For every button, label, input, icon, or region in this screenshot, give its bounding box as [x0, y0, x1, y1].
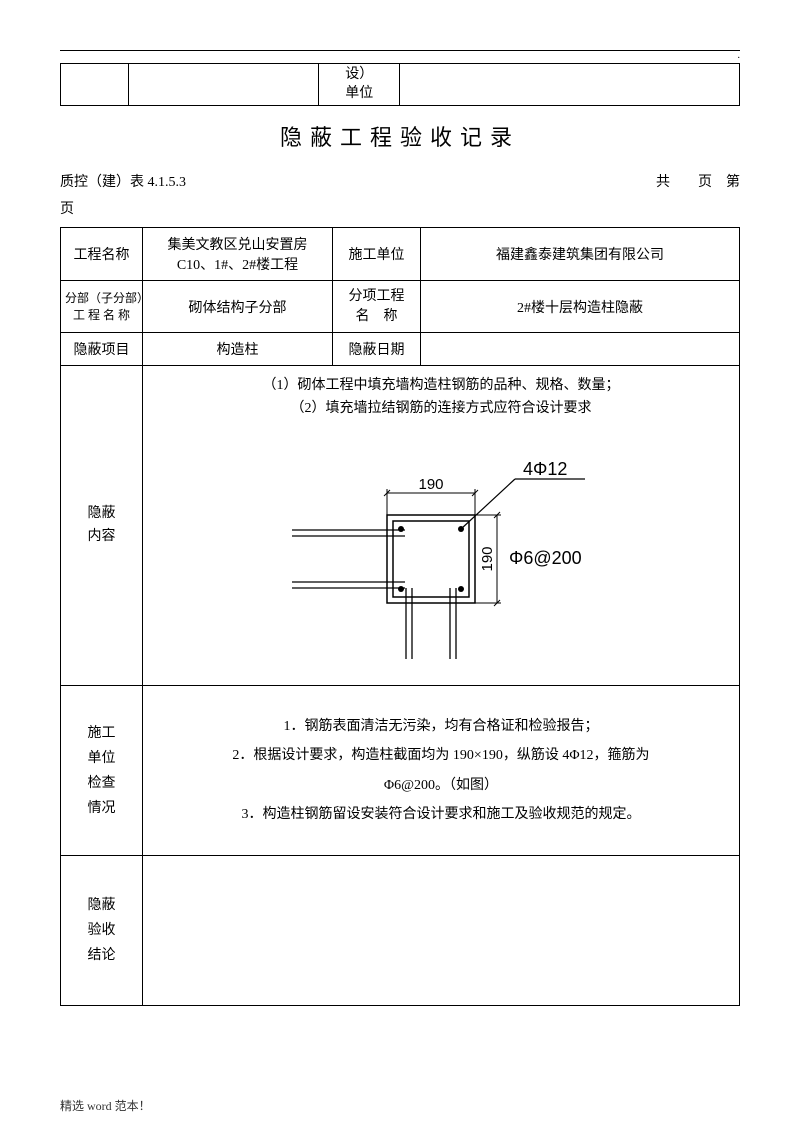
- row-project: 工程名称 集美文教区兑山安置房 C10、1#、2#楼工程 施工单位 福建鑫泰建筑…: [61, 228, 740, 281]
- diagram-wrap: 190 190 4Φ12 Φ6@200: [147, 439, 735, 668]
- label-content: 隐蔽 内容: [61, 366, 143, 686]
- value-subitem: 2#楼十层构造柱隐蔽: [421, 281, 740, 333]
- value-project-name: 集美文教区兑山安置房 C10、1#、2#楼工程: [143, 228, 333, 281]
- value-concealed-date: [421, 333, 740, 366]
- value-division: 砌体结构子分部: [143, 281, 333, 333]
- content-cell: （1）砌体工程中填充墙构造柱钢筋的品种、规格、数量； （2）填充墙拉结钢筋的连接…: [143, 366, 740, 686]
- row-content: 隐蔽 内容 （1）砌体工程中填充墙构造柱钢筋的品种、规格、数量； （2）填充墙拉…: [61, 366, 740, 686]
- label-division: 分部（子分部） 工 程 名 称: [61, 281, 143, 333]
- label-project-name: 工程名称: [61, 228, 143, 281]
- main-table: 工程名称 集美文教区兑山安置房 C10、1#、2#楼工程 施工单位 福建鑫泰建筑…: [60, 227, 740, 1006]
- content-line-1: （1）砌体工程中填充墙构造柱钢筋的品种、规格、数量；: [147, 374, 735, 398]
- svg-text:190: 190: [479, 547, 496, 572]
- sub-info-row: 质控（建）表 4.1.5.3 共 页 第 页: [60, 170, 740, 223]
- value-project-name-l2: C10、1#、2#楼工程: [147, 254, 328, 274]
- content-line-2: （2）填充墙拉结钢筋的连接方式应符合设计要求: [147, 397, 735, 421]
- row-division: 分部（子分部） 工 程 名 称 砌体结构子分部 分项工程 名 称 2#楼十层构造…: [61, 281, 740, 333]
- page-counter-2: 页: [60, 202, 74, 217]
- inspect-l4: 3．构造柱钢筋留设安装符合设计要求和施工及验收规范的规定。: [147, 800, 735, 829]
- header-c3: 设） 单位: [319, 64, 400, 106]
- label-division-l1: 分部（子分部）: [65, 290, 138, 307]
- svg-text:190: 190: [418, 476, 443, 493]
- header-c4: [400, 64, 740, 106]
- inspect-l2: 2．根据设计要求，构造柱截面均为 190×190，纵筋设 4Φ12，箍筋为: [147, 741, 735, 770]
- corner-mark: .: [738, 50, 741, 61]
- label-division-l2: 工 程 名 称: [65, 307, 138, 324]
- value-contractor: 福建鑫泰建筑集团有限公司: [421, 228, 740, 281]
- label-subitem-l2: 名 称: [337, 307, 416, 327]
- header-c1: [61, 64, 129, 106]
- row-concealed: 隐蔽项目 构造柱 隐蔽日期: [61, 333, 740, 366]
- row-inspection: 施工 单位 检查 情况 1．钢筋表面清洁无污染，均有合格证和检验报告； 2．根据…: [61, 686, 740, 856]
- svg-text:4Φ12: 4Φ12: [523, 459, 567, 479]
- value-project-name-l1: 集美文教区兑山安置房: [147, 234, 328, 254]
- header-strip-table: 设） 单位: [60, 63, 740, 106]
- svg-text:Φ6@200: Φ6@200: [509, 548, 582, 568]
- label-conclusion: 隐蔽 验收 结论: [61, 856, 143, 1006]
- label-inspection: 施工 单位 检查 情况: [61, 686, 143, 856]
- inspection-cell: 1．钢筋表面清洁无污染，均有合格证和检验报告； 2．根据设计要求，构造柱截面均为…: [143, 686, 740, 856]
- row-conclusion: 隐蔽 验收 结论: [61, 856, 740, 1006]
- label-concealed-item: 隐蔽项目: [61, 333, 143, 366]
- header-c2: [128, 64, 318, 106]
- label-concealed-date: 隐蔽日期: [333, 333, 421, 366]
- conclusion-cell: [143, 856, 740, 1006]
- top-rule: [60, 50, 740, 51]
- value-concealed-item: 构造柱: [143, 333, 333, 366]
- inspect-l3: Φ6@200。（如图）: [147, 771, 735, 800]
- form-code: 质控（建）表 4.1.5.3: [60, 175, 186, 190]
- label-subitem: 分项工程 名 称: [333, 281, 421, 333]
- label-contractor: 施工单位: [333, 228, 421, 281]
- inspect-l1: 1．钢筋表面清洁无污染，均有合格证和检验报告；: [147, 712, 735, 741]
- page-title: 隐蔽工程验收记录: [60, 120, 740, 152]
- column-section-diagram: 190 190 4Φ12 Φ6@200: [261, 439, 621, 659]
- footer-text: 精选 word 范本！: [60, 1097, 151, 1114]
- page-counter: 共 页 第: [656, 170, 740, 197]
- label-subitem-l1: 分项工程: [337, 287, 416, 307]
